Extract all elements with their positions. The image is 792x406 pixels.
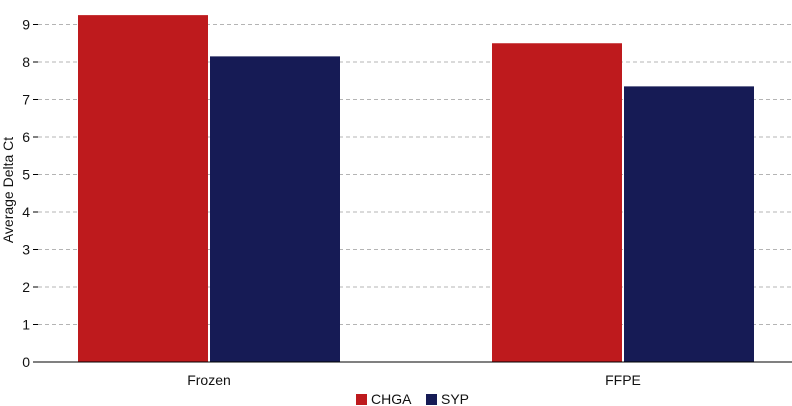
- x-axis-ticks: Frozen FFPE: [187, 372, 641, 388]
- y-tick-label: 1: [22, 317, 30, 333]
- y-axis-ticks: 0 1 2 3 4 5 6 7 8 9: [22, 17, 38, 370]
- y-axis-title: Average Delta Ct: [0, 137, 16, 243]
- y-tick-label: 5: [22, 167, 30, 183]
- legend-label-chga: CHGA: [371, 391, 412, 406]
- bar-syp-frozen: [210, 56, 340, 362]
- y-tick-label: 9: [22, 17, 30, 33]
- y-tick-label: 4: [22, 204, 30, 220]
- bar-syp-ffpe: [624, 86, 754, 362]
- legend: CHGA SYP: [356, 391, 469, 406]
- x-tick-label: Frozen: [187, 372, 231, 388]
- y-tick-label: 2: [22, 279, 30, 295]
- y-tick-label: 8: [22, 54, 30, 70]
- y-tick-label: 3: [22, 242, 30, 258]
- y-tick-label: 6: [22, 129, 30, 145]
- y-tick-label: 0: [22, 354, 30, 370]
- legend-swatch-syp: [426, 394, 437, 405]
- y-tick-label: 7: [22, 92, 30, 108]
- bar-chga-ffpe: [492, 43, 622, 362]
- bars: [78, 15, 754, 362]
- x-tick-label: FFPE: [605, 372, 641, 388]
- legend-swatch-chga: [356, 394, 367, 405]
- bar-chga-frozen: [78, 15, 208, 362]
- legend-label-syp: SYP: [441, 391, 469, 406]
